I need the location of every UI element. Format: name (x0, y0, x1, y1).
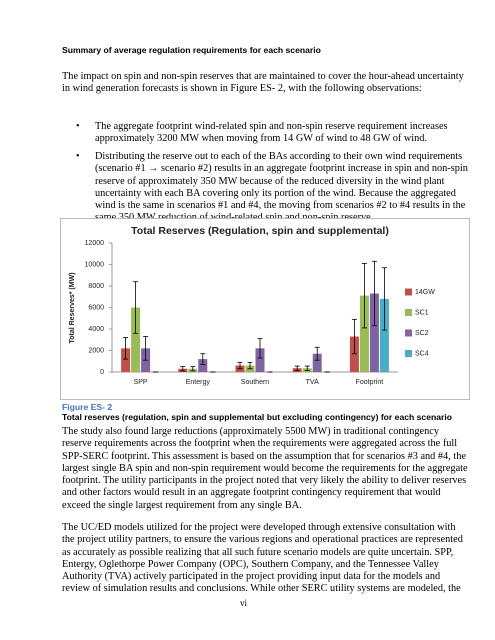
legend-label: SC2 (415, 330, 429, 337)
error-bar (190, 366, 196, 372)
bullet-marker: • (76, 151, 80, 162)
legend-label: 14GW (415, 289, 435, 296)
bar (312, 353, 322, 372)
y-tick-label: 12000 (85, 240, 105, 247)
legend-swatch (405, 350, 412, 357)
x-tick-label: TVA (306, 379, 319, 386)
error-bar (237, 361, 243, 370)
legend-swatch (405, 309, 412, 316)
bullet: The aggregate footprint wind-related spi… (95, 121, 448, 145)
error-bar (361, 263, 367, 329)
error-bar (200, 353, 206, 365)
caption-text: Total reserves (regulation, spin and sup… (62, 412, 452, 422)
error-bar (143, 336, 149, 361)
x-tick-label: Entergy (186, 379, 211, 386)
paragraph: The impact on spin and non-spin reserves… (62, 71, 464, 95)
error-bar (314, 346, 320, 361)
paragraph: The study also found large reductions (a… (62, 426, 468, 511)
legend-swatch (405, 288, 412, 296)
error-bar (294, 365, 300, 371)
error-bar (351, 318, 357, 355)
chart-title: Total Reserves (Regulation, spin and sup… (131, 225, 389, 237)
y-tick-label: 4000 (88, 326, 104, 333)
error-bar (123, 337, 129, 360)
y-tick-label: 8000 (88, 283, 104, 290)
error-bar (180, 366, 186, 372)
heading: Summary of average regulation requiremen… (62, 45, 321, 55)
bar (379, 298, 389, 372)
error-bar (381, 267, 387, 331)
y-axis-label: Total Reserves* (MW) (69, 272, 76, 343)
bar (121, 348, 131, 372)
y-tick-label: 6000 (88, 304, 104, 311)
legend-swatch (405, 329, 412, 337)
bar (255, 348, 265, 372)
x-tick-label: Southern (241, 379, 270, 386)
error-bar (304, 365, 310, 371)
page-number: vi (240, 598, 248, 608)
error-bar (257, 338, 263, 359)
bar (349, 336, 359, 372)
legend-label: SC1 (415, 309, 429, 316)
error-bar (371, 260, 377, 327)
bar (369, 293, 379, 372)
bar (131, 307, 141, 372)
y-tick-label: 2000 (88, 347, 104, 354)
error-bar (133, 281, 139, 334)
bar (198, 359, 208, 372)
x-tick-label: Footprint (356, 379, 384, 386)
chart: Total Reserves (Regulation, spin and sup… (60, 218, 470, 400)
bullet-marker: • (76, 121, 80, 132)
bar (359, 295, 369, 372)
y-tick-label: 10000 (85, 261, 105, 268)
error-bar (247, 361, 253, 370)
caption-label: Figure ES- 2 (62, 402, 113, 412)
x-tick-label: SPP (134, 379, 148, 386)
bullet: Distributing the reserve out to each of … (95, 151, 468, 224)
y-tick-label: 0 (100, 369, 104, 376)
paragraph: The UC/ED models utilized for the projec… (62, 522, 463, 595)
legend-label: SC4 (415, 350, 429, 357)
